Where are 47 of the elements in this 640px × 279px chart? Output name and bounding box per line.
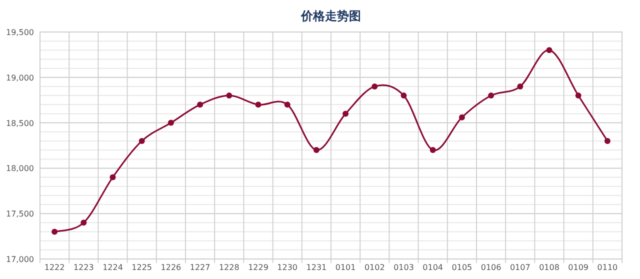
point — [197, 102, 204, 108]
x-tick-label: 1228 — [218, 263, 240, 272]
point — [517, 83, 524, 90]
x-tick-label: 1225 — [132, 263, 152, 272]
point — [313, 147, 320, 154]
point — [488, 92, 494, 99]
x-tick-label: 1224 — [102, 263, 123, 272]
x-tick-label: 1223 — [73, 263, 94, 272]
point — [168, 120, 174, 126]
point — [400, 92, 407, 99]
point — [458, 114, 465, 120]
point — [575, 92, 582, 99]
x-tick-label: 1227 — [190, 263, 210, 272]
y-tick-label: 18,000 — [6, 164, 34, 174]
point — [226, 92, 232, 99]
chart-title: 价格走势图 — [300, 9, 361, 23]
x-tick-label: 0108 — [539, 263, 560, 272]
y-tick-label: 17,000 — [6, 255, 34, 264]
x-tick-label: 0110 — [597, 263, 618, 272]
point — [430, 147, 436, 154]
point — [110, 174, 116, 180]
point — [80, 220, 87, 226]
x-tick-label: 1226 — [160, 263, 182, 272]
point — [604, 138, 610, 144]
point — [52, 228, 58, 235]
point — [546, 47, 552, 54]
point — [372, 83, 378, 90]
x-tick-label: 0101 — [335, 263, 356, 272]
x-tick-label: 1222 — [44, 263, 65, 272]
x-tick-label: 0105 — [452, 263, 472, 272]
x-tick-label: 1231 — [306, 263, 327, 272]
y-tick-label: 19,000 — [6, 73, 34, 82]
x-tick-label: 0104 — [422, 263, 444, 272]
x-tick-label: 0102 — [364, 263, 385, 272]
x-tick-label: 1230 — [277, 263, 298, 272]
x-tick-label: 1229 — [248, 263, 268, 272]
x-tick-label: 0107 — [510, 263, 530, 272]
point — [138, 138, 145, 144]
y-tick-label: 17,500 — [6, 210, 34, 219]
x-tick-label: 0109 — [568, 263, 589, 272]
y-tick-label: 18,500 — [6, 118, 34, 128]
x-tick-label: 0103 — [394, 263, 414, 272]
x-tick-label: 0106 — [480, 263, 502, 272]
point — [255, 102, 262, 108]
point — [342, 110, 349, 117]
y-tick-label: 19,500 — [6, 28, 34, 37]
point — [284, 102, 290, 108]
